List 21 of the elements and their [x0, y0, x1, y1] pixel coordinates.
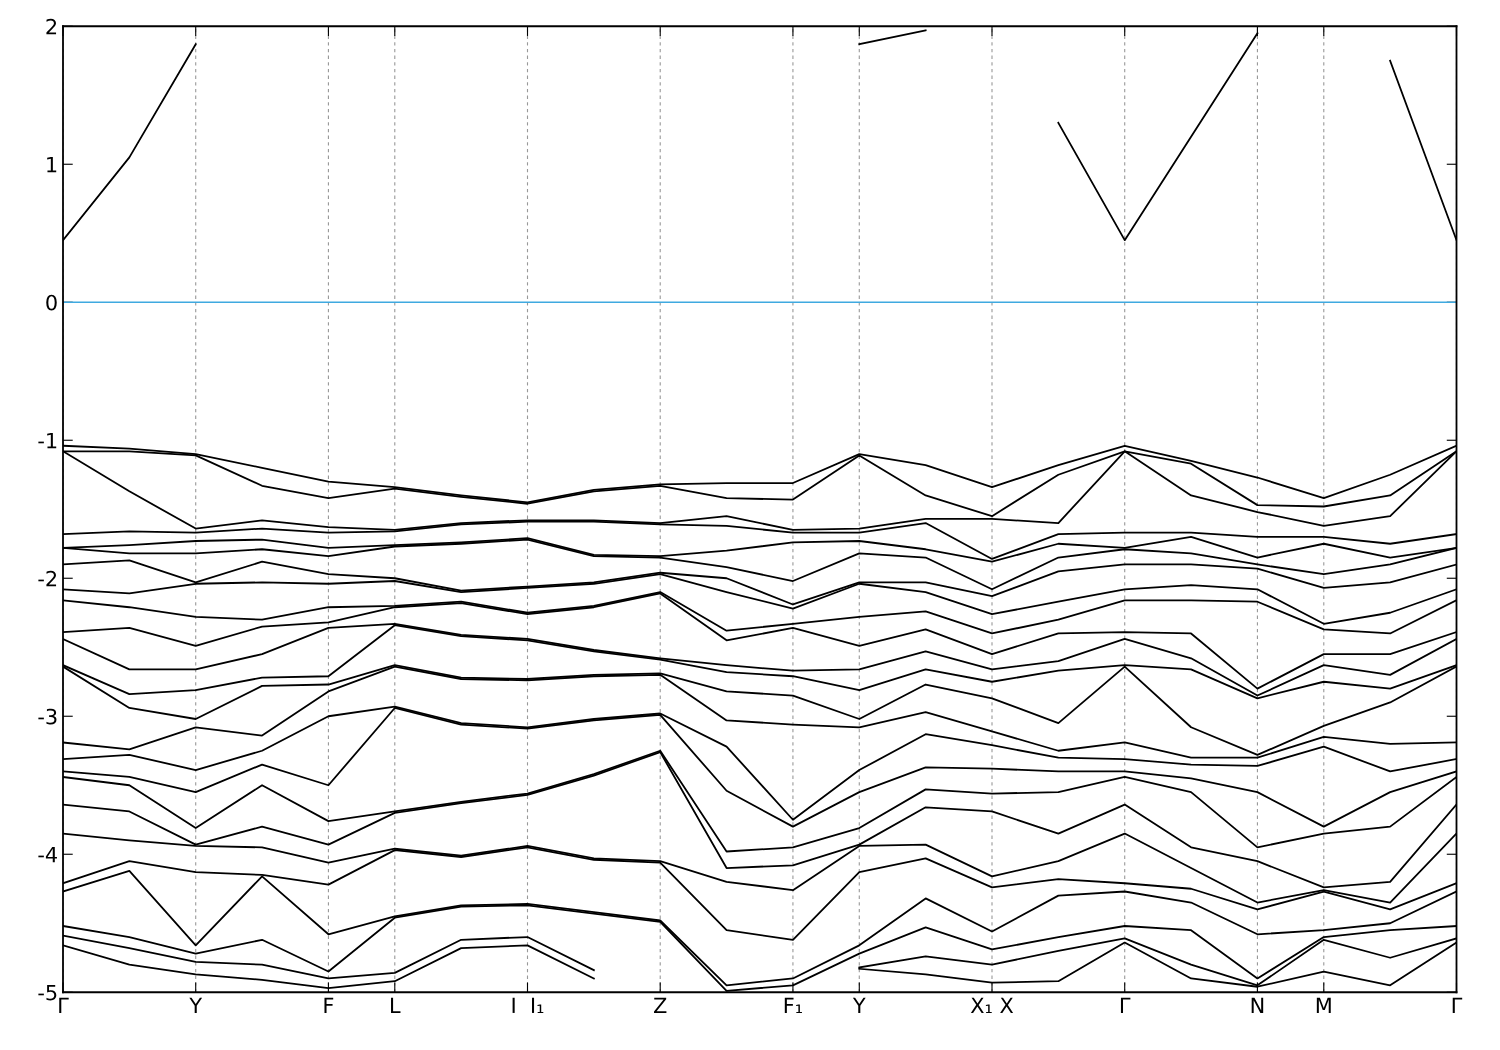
x-tick-label: I I₁ — [512, 997, 544, 1014]
y-tick-label: -5 — [38, 984, 57, 1001]
y-tick-label: 1 — [47, 156, 57, 173]
y-tick-label: -4 — [38, 846, 57, 863]
x-tick-label: Γ — [59, 997, 69, 1013]
x-tick-label: Γ — [1120, 997, 1131, 1013]
x-tick-label: Γ — [1452, 997, 1463, 1013]
x-tick-label: Y — [189, 997, 203, 1013]
y-tick-label: -2 — [38, 570, 57, 587]
x-tick-label: Y — [852, 997, 866, 1013]
x-tick-label: X₁ X — [970, 997, 1014, 1014]
y-tick-label: 2 — [46, 18, 57, 35]
x-tick-label: M — [1316, 997, 1331, 1013]
x-tick-label: F₁ — [784, 997, 802, 1014]
y-tick-label: 0 — [46, 294, 57, 311]
x-tick-label: L — [391, 997, 401, 1013]
x-tick-label: F — [324, 997, 334, 1013]
y-tick-label: -1 — [38, 432, 57, 449]
x-tick-label: Z — [654, 997, 667, 1013]
x-tick-label: N — [1251, 997, 1264, 1013]
y-tick-label: -3 — [38, 708, 57, 725]
